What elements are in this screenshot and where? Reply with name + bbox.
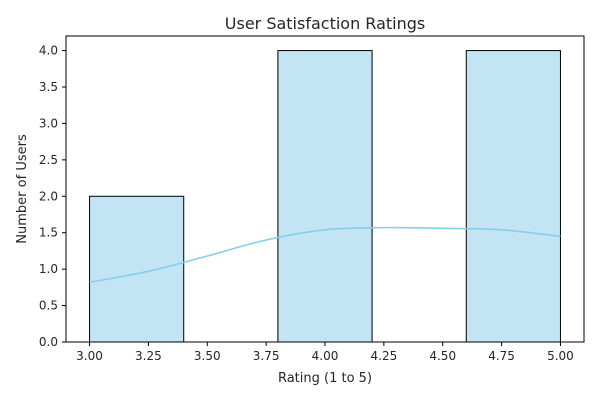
y-tick-label: 3.5 <box>39 80 58 94</box>
y-tick-label: 4.0 <box>39 44 58 58</box>
y-axis-label: Number of Users <box>15 134 30 244</box>
x-tick-label: 4.75 <box>488 349 515 363</box>
y-tick-label: 2.0 <box>39 189 58 203</box>
x-tick-label: 4.00 <box>312 349 339 363</box>
y-tick-label: 0.0 <box>39 335 58 349</box>
x-tick-label: 3.25 <box>135 349 162 363</box>
x-tick-label: 4.25 <box>371 349 398 363</box>
kde-curve <box>89 226 561 284</box>
histogram-bar <box>465 50 561 343</box>
y-tick-label: 0.5 <box>39 299 58 313</box>
x-tick-label: 5.00 <box>547 349 574 363</box>
y-tick-label: 2.5 <box>39 153 58 167</box>
x-tick-label: 3.00 <box>76 349 103 363</box>
x-axis-ticks: 3.00 3.25 3.50 3.75 4.00 4.25 4.50 4.75 5.00 <box>76 342 574 363</box>
bars-layer <box>89 50 561 343</box>
x-tick-label: 3.50 <box>194 349 221 363</box>
y-tick-label: 1.0 <box>39 262 58 276</box>
x-tick-label: 4.50 <box>429 349 456 363</box>
histogram-bar <box>89 195 185 343</box>
x-axis-label: Rating (1 to 5) <box>278 371 372 386</box>
x-tick-label: 3.75 <box>253 349 280 363</box>
histogram-bar <box>277 50 373 343</box>
chart-title: User Satisfaction Ratings <box>225 14 425 33</box>
y-tick-label: 3.0 <box>39 116 58 130</box>
y-tick-label: 1.5 <box>39 226 58 240</box>
y-axis-ticks: 0.0 0.5 1.0 1.5 2.0 2.5 3.0 3.5 4.0 <box>39 44 66 349</box>
kde-layer <box>89 226 561 284</box>
